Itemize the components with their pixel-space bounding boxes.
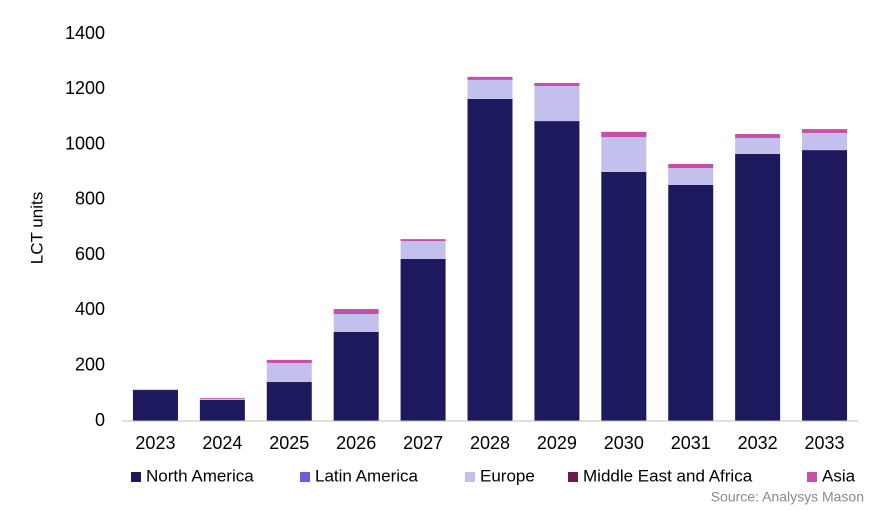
x-tick-label: 2024 (202, 433, 242, 453)
legend-label: Asia (822, 466, 856, 485)
y-tick-label: 800 (75, 189, 105, 209)
bar-segment (534, 82, 580, 86)
bar-segment (601, 137, 647, 172)
legend-marker (300, 472, 310, 482)
bar-segment (132, 390, 178, 421)
y-axis-label: LCT units (27, 192, 46, 264)
x-tick-label: 2031 (671, 433, 711, 453)
bar-segment (735, 137, 781, 154)
source-note: Source: Analysys Mason (711, 489, 864, 505)
bar-segment (266, 382, 312, 421)
legend-label: Latin America (315, 466, 419, 485)
y-tick-label: 1000 (65, 133, 105, 153)
x-tick-label: 2033 (805, 433, 845, 453)
bar-segment (266, 359, 312, 363)
bar-segment (735, 153, 781, 421)
y-tick-label: 1400 (65, 23, 105, 43)
legend-label: Middle East and Africa (583, 466, 753, 485)
bar-segment (802, 129, 848, 133)
bar-segment (333, 331, 379, 421)
x-tick-label: 2025 (269, 433, 309, 453)
bar-segment (601, 131, 647, 138)
y-tick-label: 0 (95, 410, 105, 430)
bar-segment (199, 398, 245, 399)
x-tick-label: 2032 (738, 433, 778, 453)
x-tick-label: 2030 (604, 433, 644, 453)
bar-segment (668, 184, 714, 421)
bar-segment (266, 362, 312, 383)
bar-segment (668, 163, 714, 169)
bar-segment (400, 239, 446, 242)
bar-segment (467, 79, 513, 99)
bar-segment (199, 398, 245, 400)
y-tick-label: 200 (75, 354, 105, 374)
x-tick-label: 2023 (135, 433, 175, 453)
legend-marker (131, 472, 141, 482)
x-tick-label: 2028 (470, 433, 510, 453)
bar-segment (467, 76, 513, 80)
bar-segment (199, 399, 245, 421)
bar-segment (132, 389, 178, 391)
y-tick-label: 1200 (65, 78, 105, 98)
legend-label: Europe (480, 466, 535, 485)
x-tick-label: 2027 (403, 433, 443, 453)
bar-segment (534, 121, 580, 421)
bar-segment (400, 241, 446, 260)
legend-label: North America (146, 466, 254, 485)
legend-marker (465, 472, 475, 482)
bar-segment (601, 171, 647, 421)
bar-segment (735, 134, 781, 138)
legend-marker (807, 472, 817, 482)
bar-segment (467, 98, 513, 421)
bar-segment (534, 85, 580, 122)
bar-segment (802, 150, 848, 421)
legend-marker (568, 472, 578, 482)
bar-segment (333, 309, 379, 315)
x-tick-label: 2026 (336, 433, 376, 453)
bar-segment (333, 314, 379, 332)
bar-segment (668, 168, 714, 185)
y-tick-label: 400 (75, 299, 105, 319)
x-tick-label: 2029 (537, 433, 577, 453)
bar-segment (802, 132, 848, 151)
y-tick-label: 600 (75, 244, 105, 264)
bar-segment (400, 259, 446, 421)
